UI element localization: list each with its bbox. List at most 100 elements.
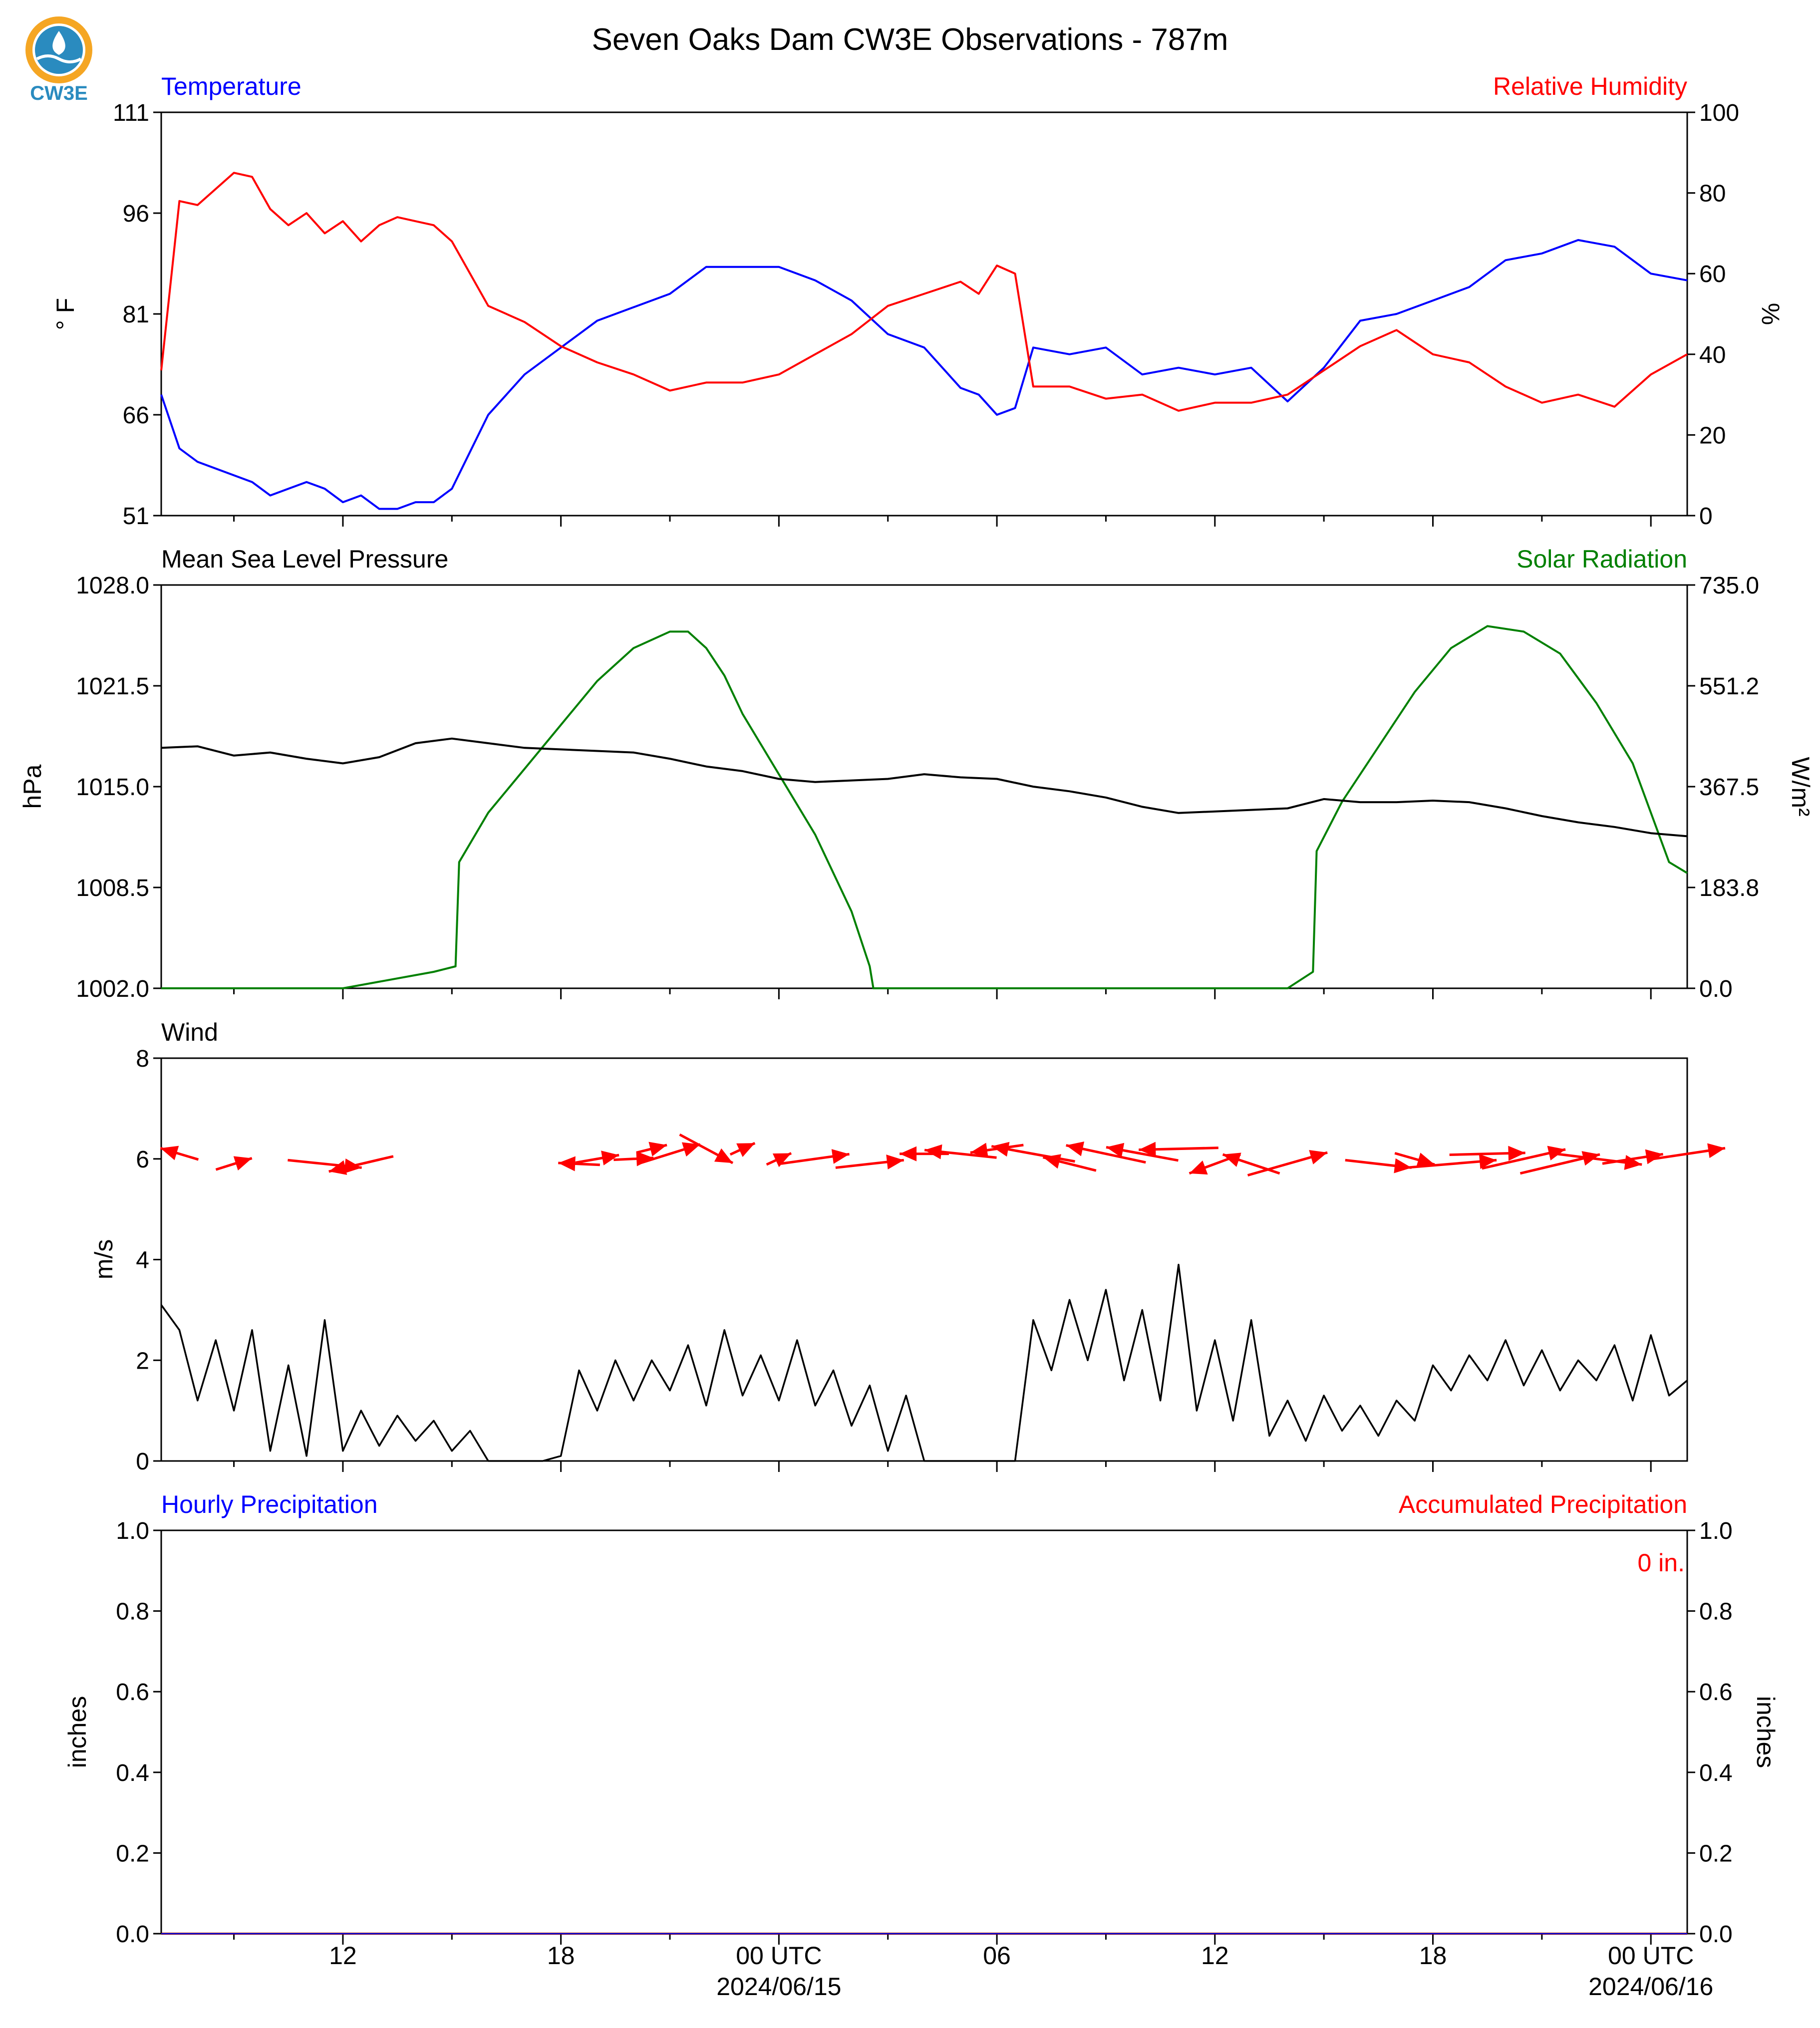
y-tick-label-left: 0	[136, 1449, 149, 1475]
x-tick-label: 12	[1201, 1942, 1229, 1970]
y-tick-label-right: 0.0	[1699, 1921, 1733, 1948]
panel-4-right-title: Accumulated Precipitation	[1399, 1490, 1687, 1518]
wind-arrow-head	[681, 1142, 700, 1157]
wind-speed-line	[160, 1263, 1688, 1462]
y-tick-label-right: 80	[1699, 181, 1726, 207]
wind-arrow-head	[1066, 1142, 1085, 1157]
y-tick-label-left: 4	[136, 1247, 149, 1274]
y-tick-label-left: 6	[136, 1147, 149, 1173]
wind-arrow-head	[886, 1155, 904, 1169]
logo-ring	[25, 16, 92, 83]
y-tick-label-right: 0.8	[1699, 1599, 1733, 1625]
wind-arrow-head	[233, 1156, 252, 1170]
panel-3-frame	[160, 1057, 1688, 1462]
wind-arrow-head	[1189, 1160, 1208, 1175]
y-tick-label-right: 0.2	[1699, 1840, 1733, 1867]
wind-arrow-head	[1508, 1146, 1525, 1161]
wind-arrow-head	[1394, 1158, 1412, 1173]
y-tick-label-right: 0.0	[1699, 976, 1733, 1002]
panel-4-frame	[160, 1529, 1688, 1935]
y-tick-label-right: 367.5	[1699, 774, 1759, 801]
cw3e-logo: CW3E	[25, 16, 92, 104]
panel-4-left-title: Hourly Precipitation	[161, 1490, 378, 1518]
y-tick-label-left: 0.6	[116, 1679, 149, 1706]
humidity-line	[160, 172, 1688, 412]
y-tick-label-left: 0.4	[116, 1760, 149, 1786]
wind-arrow-head	[1222, 1153, 1241, 1167]
wind-arrow-head	[772, 1153, 792, 1167]
wind-arrow-head	[601, 1151, 619, 1165]
wind-arrow-head	[970, 1143, 988, 1158]
y-tick-label-left: 111	[113, 100, 149, 126]
y-tick-label-right: 735.0	[1699, 573, 1759, 599]
temperature-line	[160, 239, 1688, 510]
axis-ticks: 516681961110204060801001002.01008.51015.…	[76, 100, 1759, 1948]
y-tick-label-right: 1.0	[1699, 1518, 1733, 1544]
time-axis-labels: 12 18 00 UTC 06 12 18 00 UTC 2024/06/15 2024/06/…	[329, 1942, 1713, 2001]
y-tick-label-right: 60	[1699, 261, 1726, 288]
wind-arrow-head	[991, 1142, 1010, 1157]
panel-1-frame	[160, 111, 1688, 517]
y-tick-label-left: 66	[123, 402, 149, 429]
wind-arrow-head	[1043, 1154, 1062, 1169]
panel-2-ylabel-right: W/m²	[1787, 757, 1815, 816]
y-tick-label-left: 96	[123, 201, 149, 227]
wind-arrow-head	[900, 1146, 917, 1161]
y-tick-label-left: 1.0	[116, 1518, 149, 1544]
panel-3-left-title: Wind	[161, 1018, 218, 1046]
panel-2-right-title: Solar Radiation	[1517, 545, 1687, 573]
panel-2-frame	[160, 584, 1688, 989]
panel-1-ylabel-left: ° F	[51, 298, 79, 330]
y-tick-label-right: 20	[1699, 422, 1726, 449]
logo-wave-icon	[36, 54, 82, 63]
y-tick-label-right: 551.2	[1699, 673, 1759, 700]
y-tick-label-left: 0.0	[116, 1921, 149, 1948]
logo-drop-icon	[52, 31, 65, 55]
x-tick-label: 18	[1419, 1942, 1447, 1970]
wind-arrow-head	[1416, 1153, 1435, 1167]
wind-arrow-head	[1707, 1143, 1725, 1159]
y-tick-label-right: 0.4	[1699, 1760, 1733, 1786]
solar-radiation-line	[161, 625, 1688, 989]
wind-arrow-head	[160, 1146, 179, 1160]
panel-2-left-title: Mean Sea Level Pressure	[161, 545, 448, 573]
wind-arrow-head	[558, 1156, 576, 1171]
logo-text: CW3E	[30, 82, 88, 104]
y-tick-label-right: 100	[1699, 100, 1739, 126]
wind-arrow-head	[1139, 1142, 1156, 1157]
y-tick-label-left: 1008.5	[76, 875, 149, 901]
y-tick-label-left: 1028.0	[76, 573, 149, 599]
accumulated-precip-label: 0 in.	[1637, 1549, 1685, 1577]
y-tick-label-left: 2	[136, 1348, 149, 1374]
panel-4-ylabel-left: inches	[63, 1696, 91, 1768]
y-tick-label-left: 1021.5	[76, 673, 149, 700]
wind-arrow-head	[714, 1148, 733, 1163]
wind-arrow-head	[1479, 1154, 1497, 1169]
wind-arrow-head	[1106, 1143, 1125, 1158]
x-tick-label: 00 UTC	[736, 1942, 822, 1970]
panel-1-left-title: Temperature	[161, 72, 302, 100]
pressure-line	[161, 737, 1688, 838]
y-tick-label-left: 1015.0	[76, 774, 149, 801]
y-tick-label-left: 1002.0	[76, 976, 149, 1002]
wind-arrow-head	[1309, 1150, 1328, 1164]
data-series	[160, 172, 1726, 1935]
figure-title: Seven Oaks Dam CW3E Observations - 787m	[592, 22, 1228, 57]
panel-4-ylabel-right: inches	[1752, 1696, 1780, 1768]
x-tick-label: 12	[329, 1942, 357, 1970]
y-tick-label-left: 0.2	[116, 1840, 149, 1867]
panel-3-ylabel-left: m/s	[90, 1239, 118, 1280]
wind-arrow-head	[328, 1160, 347, 1175]
y-tick-label-right: 40	[1699, 342, 1726, 368]
wind-arrow-head	[648, 1142, 667, 1157]
y-tick-label-left: 8	[136, 1046, 149, 1072]
x-tick-label: 06	[983, 1942, 1011, 1970]
wind-arrow-head	[924, 1144, 942, 1159]
wind-arrow-head	[736, 1143, 755, 1158]
y-tick-label-left: 81	[123, 301, 149, 328]
y-tick-label-right: 0	[1699, 503, 1713, 530]
x-tick-label: 18	[547, 1942, 575, 1970]
date-label: 2024/06/16	[1588, 1973, 1713, 2001]
y-tick-label-right: 0.6	[1699, 1679, 1733, 1706]
